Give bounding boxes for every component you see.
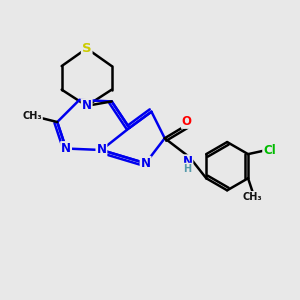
Text: N: N — [61, 142, 71, 155]
Text: O: O — [182, 115, 192, 128]
Text: S: S — [82, 42, 92, 55]
Text: N: N — [82, 99, 92, 112]
Text: CH₃: CH₃ — [22, 111, 42, 121]
Text: N: N — [182, 155, 192, 168]
Text: H: H — [183, 164, 191, 173]
Text: N: N — [96, 143, 106, 157]
Text: N: N — [141, 157, 151, 170]
Text: CH₃: CH₃ — [243, 192, 262, 202]
Text: Cl: Cl — [263, 144, 276, 157]
